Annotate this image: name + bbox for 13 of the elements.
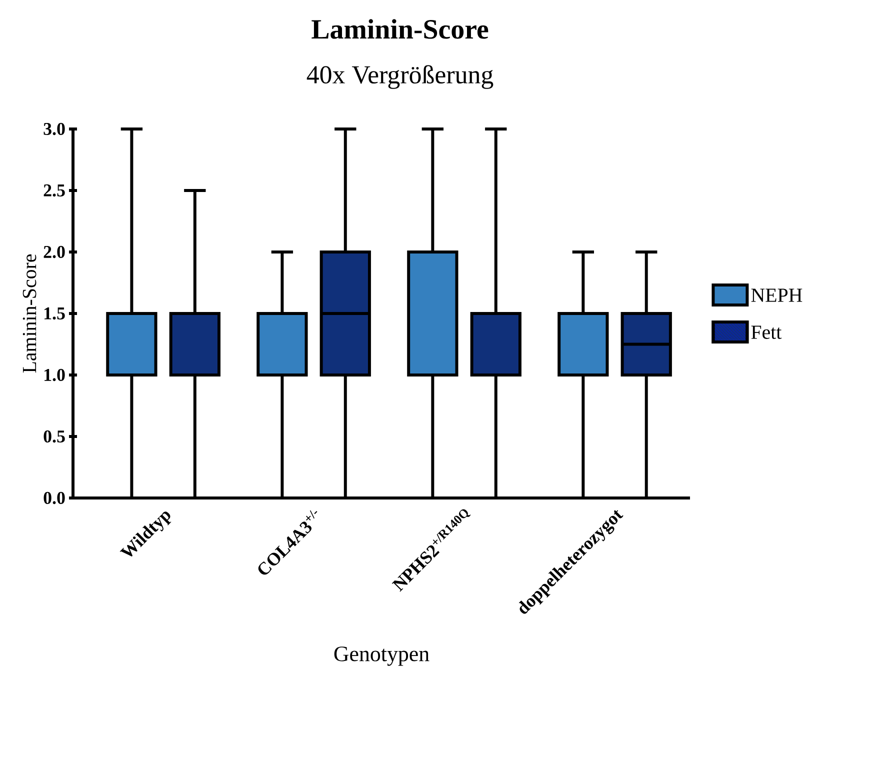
y-tick-label: 0.5 <box>44 430 65 443</box>
y-tick-label: 1.5 <box>44 307 65 320</box>
y-tick-label: 3.0 <box>44 122 65 136</box>
y-tick-label: 0.0 <box>44 492 65 504</box>
legend-label: NEPH <box>751 288 802 302</box>
y-tick-label: 2.0 <box>44 246 65 258</box>
chart-title: Laminin-Score <box>312 19 488 39</box>
y-tick-label: 1.0 <box>44 368 65 382</box>
legend-label: Fett <box>751 326 782 339</box>
y-axis-title: Laminin-Score <box>22 254 36 373</box>
y-tick-label: 2.5 <box>44 184 65 197</box>
x-axis-title: Genotypen <box>334 646 430 666</box>
chart-subtitle: 40x Vergrößerung <box>306 65 494 89</box>
